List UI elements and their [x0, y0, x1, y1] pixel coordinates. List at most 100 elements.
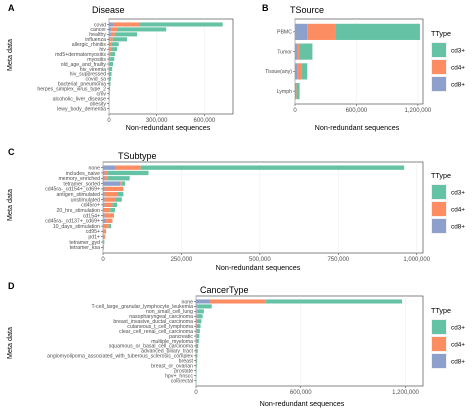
bar-cd8-pos: [103, 218, 107, 223]
bar-cd8-pos: [103, 197, 105, 202]
bar-cd3-pos: [111, 42, 119, 47]
y-tick-label: cd154+: [83, 213, 100, 219]
y-tick-label: angiomyolipoma_associated_with_tuberous_…: [47, 354, 193, 360]
y-tick-label: allergic_rhinitis: [72, 42, 107, 48]
bar-cd4-pos: [109, 42, 112, 47]
bar-cd8-pos: [196, 314, 197, 319]
bar-cd3-pos: [196, 363, 197, 368]
bar-cd8-pos: [103, 223, 104, 229]
y-tick-label: covid_sa: [86, 77, 107, 83]
y-tick-label: covid: [94, 22, 106, 28]
bar-cd8-pos: [196, 319, 197, 324]
bar-cd8-pos: [109, 52, 110, 57]
legend-title: TType: [431, 171, 451, 180]
bar-cd3-pos: [197, 314, 203, 319]
bar-cd3-pos: [109, 81, 111, 86]
bar-cd4-pos: [196, 304, 198, 309]
panel-title: TSubtype: [118, 151, 157, 161]
bar-cd3-pos: [196, 334, 200, 339]
y-tick-label: lewy_body_dementia: [57, 106, 106, 112]
bar-cd3-pos: [116, 27, 167, 32]
x-tick-label: 300,000: [146, 118, 168, 124]
panel-title: Disease: [92, 5, 125, 15]
y-tick-label: non_small_cell_lung: [146, 309, 193, 315]
legend-swatch-cd3-pos: [432, 185, 446, 199]
bar-cd4-pos: [196, 319, 198, 324]
bar-cd8-pos: [295, 63, 298, 80]
legend-label: cd8+: [451, 224, 465, 231]
legend-label: cd4+: [451, 207, 465, 214]
y-tick-label: tetramer_gyd: [69, 240, 100, 246]
panel-b: B TSource PBMC Tumor Tissue(any) Lymph 0 600,00…: [262, 3, 465, 132]
y-tick-label: influenza: [85, 37, 106, 43]
bar-cd3-pos: [111, 47, 118, 52]
y-tick-label: colorectal: [171, 378, 193, 384]
x-tick-label: 0: [194, 390, 198, 396]
y-tick-label: breast_or_ovarian: [151, 364, 193, 370]
bar-cd3-pos: [197, 319, 202, 324]
x-tick-label: 600,000: [290, 390, 312, 396]
bar-cd4-pos: [104, 197, 116, 202]
bar-cd8-pos: [103, 239, 104, 245]
bar-cd4-pos: [115, 165, 141, 170]
y-tick-label: Lymph: [277, 89, 292, 95]
legend-swatch-cd8-pos: [432, 219, 446, 233]
y-tick-label: md5+dermatomyositis: [55, 52, 106, 58]
bar-cd3-pos: [108, 223, 112, 229]
bar-cd4-pos: [109, 47, 112, 52]
bar-cd3-pos: [115, 197, 122, 202]
x-axis-title: Non-redundant sequences: [216, 263, 301, 272]
bar-cd3-pos: [296, 83, 300, 100]
panel-letter: A: [8, 3, 15, 13]
y-tick-label: multiple_myeloma: [151, 339, 193, 345]
y-tick-label: memory_enriched: [58, 176, 100, 182]
y-tick-label: squamous_or_basal_cell_carcinoma: [109, 344, 193, 350]
x-tick-label: 0: [101, 257, 105, 263]
y-tick-label: Tissue(any): [265, 69, 292, 75]
legend-title: TType: [431, 306, 451, 315]
y-tick-label: hiv: [99, 47, 106, 53]
y-tick-label: prostate: [174, 368, 193, 374]
bar-cd3-pos: [140, 22, 223, 27]
y-tick-label: 20_hrs_stimulation: [56, 208, 100, 214]
bar-cd8-pos: [109, 32, 111, 37]
legend-label: cd3+: [451, 325, 465, 332]
bar-cd3-pos: [140, 165, 405, 170]
x-tick-label: 600,000: [194, 118, 216, 124]
y-tick-label: cd45ra-_cd137+_cd69+: [45, 219, 100, 225]
y-tick-label: breast: [179, 359, 194, 365]
legend-label: cd8+: [451, 82, 465, 89]
y-tick-label: myositis: [87, 57, 106, 63]
bar-cd3-pos: [114, 32, 138, 37]
y-tick-label: obesity: [90, 101, 107, 107]
legend: TType cd3+ cd4+ cd8+: [431, 171, 465, 234]
bar-cd3-pos: [265, 299, 403, 304]
bar-cd4-pos: [109, 52, 111, 57]
bar-cd8-pos: [109, 27, 112, 32]
bar-cd3-pos: [196, 368, 197, 373]
y-tick-label: pancreatic: [169, 334, 193, 340]
panel-letter: C: [8, 147, 15, 157]
y-tick-label: breast_invasive_ductal_carcinoma: [113, 319, 193, 325]
x-tick-label: 1,200,000: [405, 108, 432, 114]
y-tick-label: advanced_biliary_tract: [141, 349, 193, 355]
bar-cd3-pos: [196, 353, 198, 358]
y-tick-label: pd1+: [88, 235, 100, 241]
bar-cd3-pos: [109, 91, 110, 96]
x-tick-label: 250,000: [171, 257, 193, 263]
bar-cd4-pos: [103, 229, 106, 234]
y-tick-label: nasopharyngeal_carcinoma: [129, 314, 193, 320]
bar-cd8-pos: [103, 176, 105, 181]
legend: TType cd3+ cd4+ cd8+: [431, 29, 465, 92]
bar-cd4-pos: [120, 181, 122, 186]
legend-swatch-cd8-pos: [432, 77, 446, 91]
y-axis-title: Meta data: [5, 39, 14, 71]
x-tick-label: 0: [293, 108, 297, 114]
y-tick-label: cmv: [96, 91, 106, 97]
bar-cd8-pos: [103, 165, 116, 170]
bar-cd4-pos: [110, 32, 115, 37]
bar-cd8-pos: [109, 47, 110, 52]
legend: TType cd3+ cd4+ cd8+: [431, 306, 465, 369]
bar-cd4-pos: [104, 213, 114, 218]
bar-cd3-pos: [117, 192, 124, 197]
